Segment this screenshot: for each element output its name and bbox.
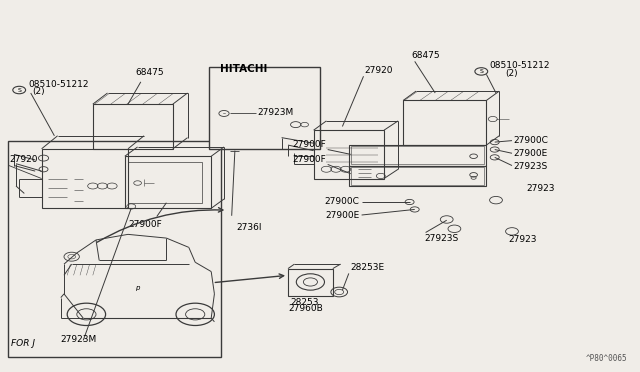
Text: 27960B: 27960B [289,304,323,313]
Text: 27920: 27920 [365,66,394,75]
Bar [349,145,486,166]
Text: 68475: 68475 [136,68,164,77]
Text: HITACHI: HITACHI [220,64,267,74]
Bar [8,141,221,357]
Text: 27900C: 27900C [513,136,548,145]
Text: 08510-51212: 08510-51212 [29,80,90,89]
Text: 27923M: 27923M [61,335,97,344]
Bar [128,162,202,203]
Bar [349,166,486,186]
Text: 27920: 27920 [9,155,38,164]
Text: 28253: 28253 [290,298,319,307]
Text: S: S [479,69,483,74]
Bar [351,146,484,164]
Text: 27923: 27923 [509,235,538,244]
Text: 27900F: 27900F [292,155,326,164]
Text: 27900F: 27900F [292,140,326,149]
Text: 27923M: 27923M [257,108,294,117]
Text: 27900E: 27900E [325,211,360,219]
Text: 27923S: 27923S [424,234,459,243]
Text: 27900E: 27900E [513,149,548,158]
Text: 2736l: 2736l [237,223,262,232]
Bar [351,167,484,185]
Text: 08510-51212: 08510-51212 [490,61,550,70]
Bar [288,269,333,296]
Text: FOR J: FOR J [11,339,35,348]
Text: 27923: 27923 [526,185,555,193]
Bar [125,156,211,208]
Text: 68475: 68475 [412,51,440,60]
Text: 27900C: 27900C [325,197,360,206]
Text: ^P80^0065: ^P80^0065 [586,354,627,363]
Text: 27900F: 27900F [128,220,162,229]
Bar [314,130,384,179]
Text: S: S [17,87,21,93]
Text: 28253E: 28253E [350,263,384,272]
Bar [93,104,173,149]
Text: 27923S: 27923S [513,162,548,171]
Text: p: p [135,285,140,291]
Bar [209,67,320,149]
Text: (2): (2) [506,69,518,78]
Bar [42,149,128,208]
Text: (2): (2) [32,87,45,96]
Bar [403,100,486,145]
